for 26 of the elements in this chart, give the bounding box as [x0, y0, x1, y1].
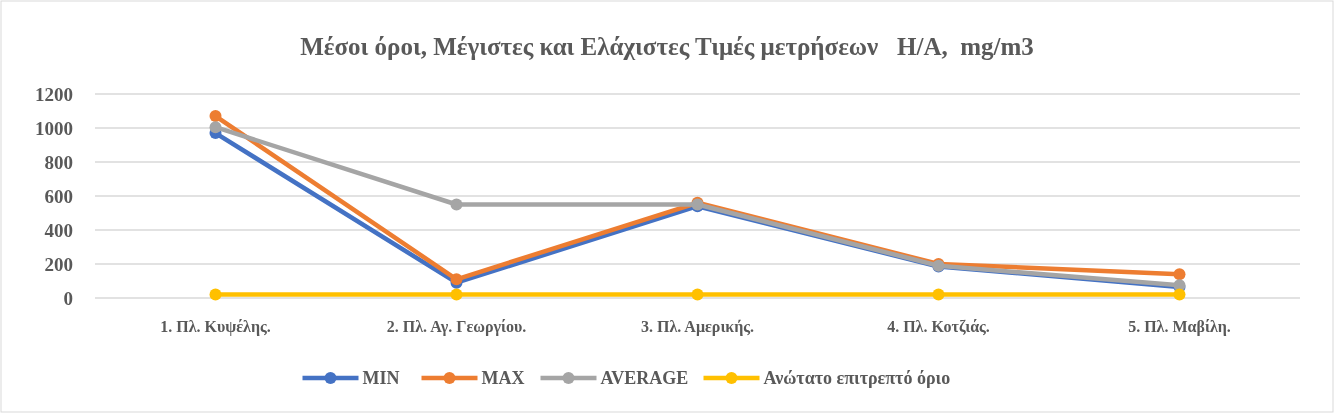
point	[1173, 268, 1186, 281]
chart-title: Μέσοι όροι, Μέγιστες και Ελάχιστες Τιμές μετρήσεων Η/Α, mg/m3	[300, 33, 1034, 60]
x-tick-label: 5. Πλ. Μαβίλη.	[1128, 318, 1231, 336]
point	[691, 288, 704, 301]
legend-label: MAX	[481, 368, 525, 389]
y-tick-label: 1200	[35, 83, 73, 105]
x-tick-label: 3. Πλ. Αμερικής.	[640, 318, 755, 336]
point	[209, 110, 222, 123]
legend-label: AVERAGE	[600, 368, 689, 389]
point	[1173, 288, 1186, 301]
legend-label: Ανώτατο επιτρεπτό όριο	[763, 368, 951, 389]
y-tick-label: 200	[44, 253, 73, 275]
point	[450, 288, 463, 301]
point	[209, 121, 222, 134]
y-tick-label: 0	[63, 287, 73, 309]
point	[932, 288, 945, 301]
point	[450, 198, 463, 211]
x-tick-label: 1. Πλ. Κυψέλης.	[160, 318, 271, 336]
legend-label: MIN	[362, 368, 400, 389]
y-tick-label: 400	[44, 219, 73, 241]
y-tick-label: 600	[44, 185, 73, 207]
x-tick-label: 2. Πλ. Αγ. Γεωργίου.	[386, 318, 527, 336]
point	[209, 288, 222, 301]
y-tick-label: 1000	[35, 117, 73, 139]
y-tick-label: 800	[44, 151, 73, 173]
x-tick-label: 4. Πλ. Κοτζιάς.	[887, 318, 990, 336]
